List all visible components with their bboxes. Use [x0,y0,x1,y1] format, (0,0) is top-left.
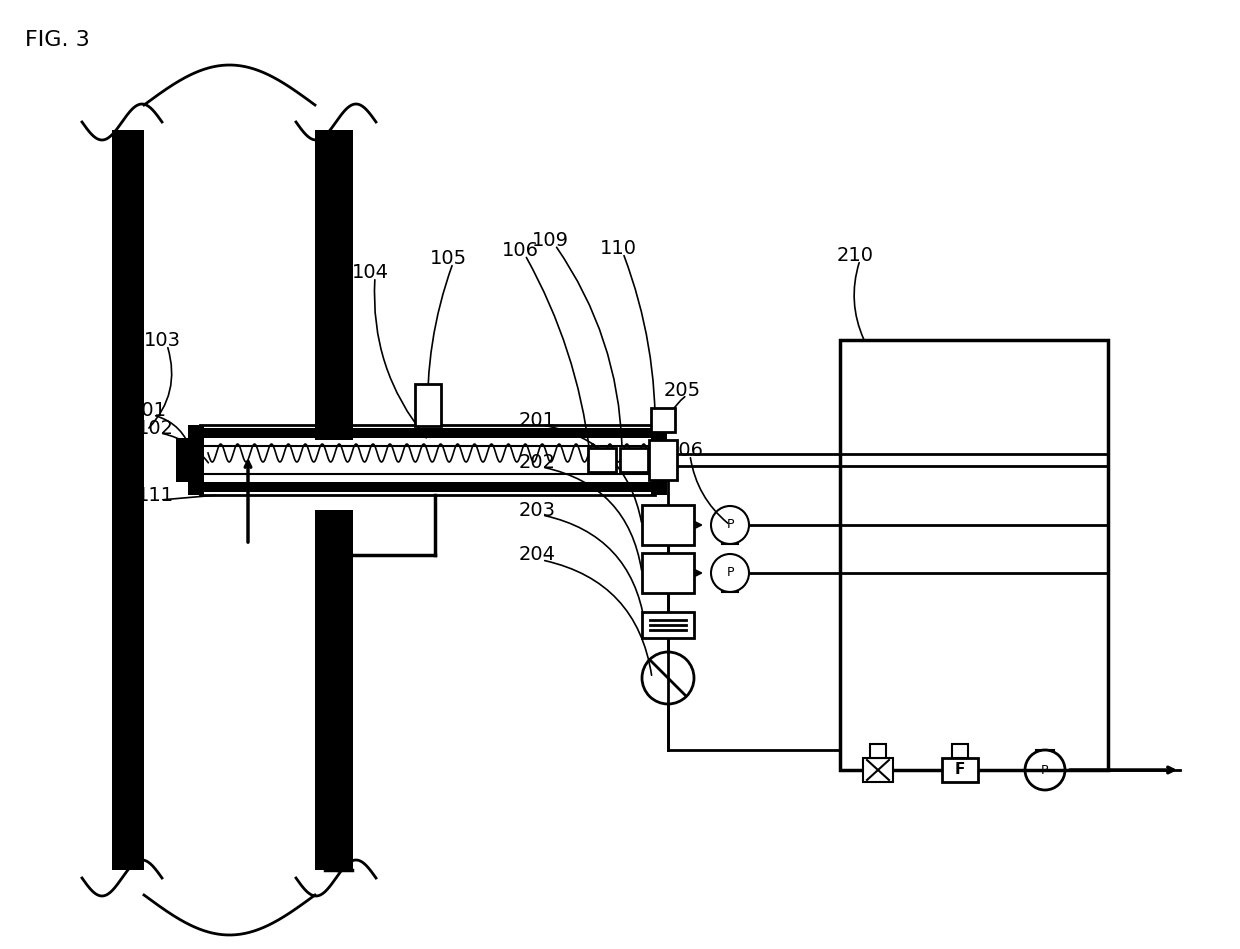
Text: 102: 102 [136,419,174,437]
Text: FIG. 3: FIG. 3 [25,30,89,50]
Text: 103: 103 [144,330,181,349]
Bar [651,408,675,432]
Text: 104: 104 [351,263,388,282]
Text: 210: 210 [837,246,873,265]
Text: 101: 101 [129,400,166,419]
Text: 201: 201 [518,411,556,430]
Bar [315,510,353,870]
Bar [588,448,616,472]
Text: 105: 105 [429,249,466,268]
Text: 106: 106 [501,240,538,259]
Bar [642,553,694,593]
Bar [620,448,649,472]
Bar [942,758,978,782]
Text: 206: 206 [667,440,703,459]
Bar [642,612,694,638]
Bar [651,425,667,495]
Bar [200,428,655,438]
Text: F: F [955,762,965,777]
Bar [952,744,968,758]
Text: 109: 109 [532,231,568,250]
Bar [863,758,893,782]
Text: 111: 111 [136,486,174,505]
Text: 205: 205 [663,381,701,400]
Bar [112,130,144,870]
Bar [649,440,677,480]
Bar [315,130,353,440]
Text: P: P [727,518,734,531]
Bar [200,482,655,492]
Text: 202: 202 [518,453,556,472]
Text: 110: 110 [599,238,636,257]
Bar [839,340,1109,770]
Bar [176,438,191,482]
Text: P: P [727,567,734,580]
Text: 204: 204 [518,546,556,565]
Bar [415,384,441,426]
Bar [642,505,694,545]
Bar [870,744,887,758]
Text: P: P [1042,764,1049,776]
Text: 203: 203 [518,500,556,519]
Bar [188,425,205,495]
